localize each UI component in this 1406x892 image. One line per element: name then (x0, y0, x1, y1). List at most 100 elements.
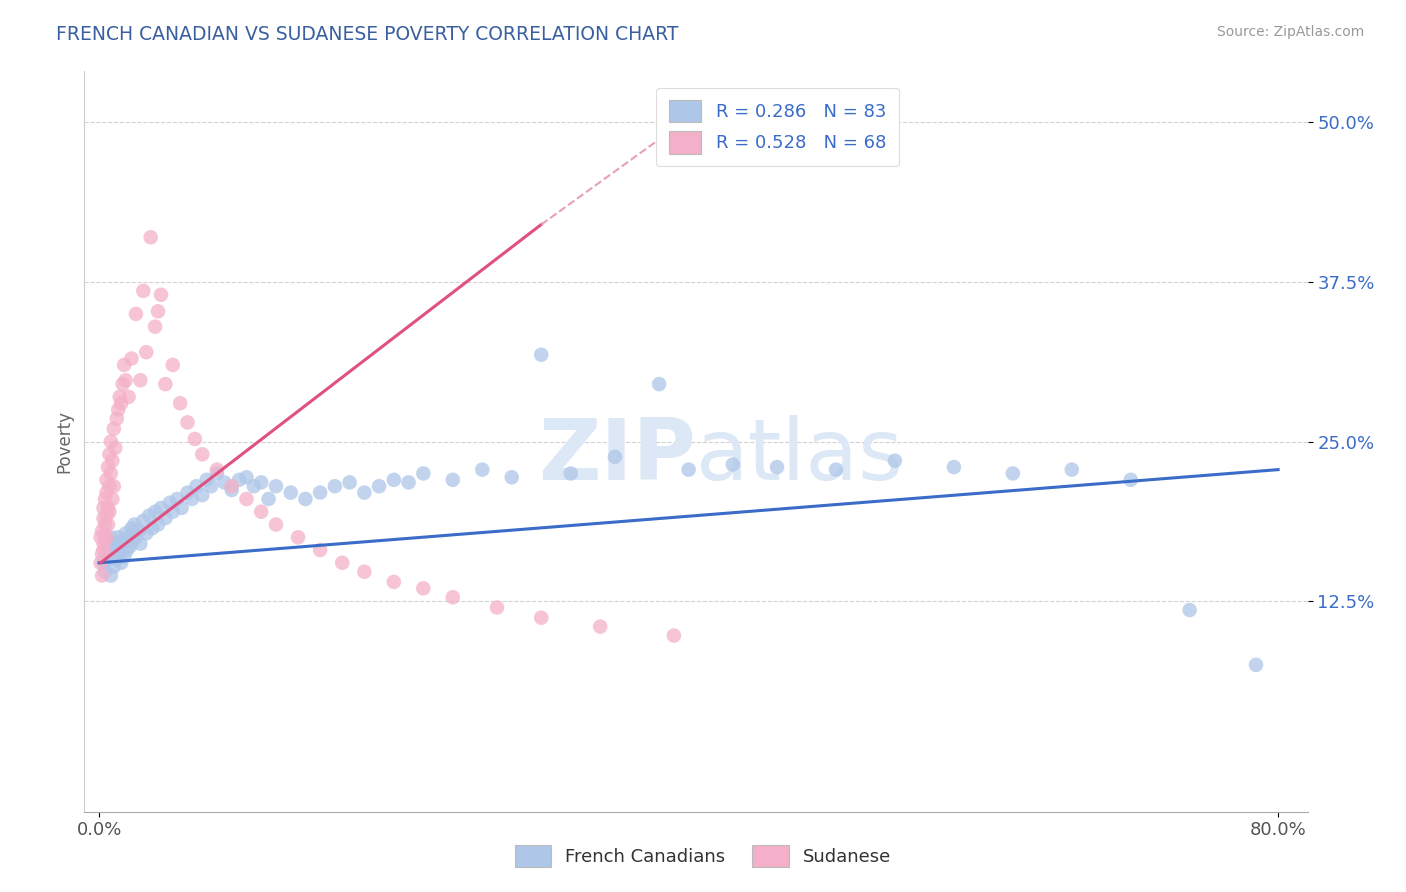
Point (884, 453, 907, 467)
Point (162, 358, 184, 372)
Point (96, 473, 118, 487)
Point (112, 549, 135, 564)
Point (135, 526, 157, 541)
Point (101, 549, 124, 564)
Point (93, 543, 115, 558)
Point (155, 377, 177, 392)
Point (648, 377, 671, 392)
Point (471, 462, 494, 476)
Point (96, 485, 118, 500)
Point (100, 568, 122, 582)
Point (181, 491, 204, 506)
Point (382, 574, 405, 589)
Point (176, 485, 198, 500)
Point (101, 453, 124, 467)
Point (100, 530, 122, 544)
Point (191, 488, 214, 502)
Point (97, 517, 120, 532)
Point (121, 351, 143, 366)
Point (94, 491, 117, 506)
Point (146, 304, 169, 318)
Point (766, 460, 789, 475)
Point (93, 536, 115, 550)
Point (235, 491, 257, 506)
Point (309, 485, 332, 500)
Point (146, 517, 169, 532)
Point (170, 500, 193, 515)
Point (162, 505, 184, 519)
Point (353, 485, 375, 500)
Point (135, 345, 157, 359)
Point (107, 530, 129, 544)
Point (117, 530, 139, 544)
Point (678, 462, 700, 476)
Point (108, 390, 131, 404)
Point (98, 447, 121, 461)
Point (441, 591, 464, 605)
Point (530, 610, 553, 624)
Point (91, 568, 114, 582)
Point (111, 534, 134, 549)
Point (155, 511, 177, 525)
Point (200, 479, 222, 493)
Point (129, 536, 152, 550)
Point (96, 508, 118, 523)
Point (353, 565, 375, 579)
Point (139, 230, 162, 244)
Point (110, 539, 132, 553)
Point (294, 491, 316, 506)
Point (942, 460, 965, 475)
Point (485, 600, 508, 615)
Point (128, 524, 150, 538)
Point (1060, 462, 1083, 476)
Point (132, 514, 155, 528)
Point (104, 441, 127, 455)
Point (103, 543, 125, 558)
Point (250, 475, 273, 490)
Point (91, 547, 114, 561)
Point (169, 396, 191, 410)
Point (330, 556, 353, 570)
Point (122, 534, 145, 549)
Point (235, 470, 257, 484)
Point (111, 377, 134, 392)
Text: atlas: atlas (696, 415, 904, 498)
Point (1001, 467, 1024, 481)
Point (105, 552, 128, 566)
Text: ZIP: ZIP (538, 415, 696, 498)
Point (228, 473, 250, 487)
Legend: French Canadians, Sudanese: French Canadians, Sudanese (508, 838, 898, 874)
Point (98, 479, 121, 493)
Point (129, 373, 152, 387)
Point (94, 565, 117, 579)
Point (250, 505, 273, 519)
Point (90, 556, 112, 570)
Point (124, 517, 146, 532)
Point (530, 348, 553, 362)
Point (1244, 657, 1267, 672)
Point (115, 543, 138, 558)
Point (112, 358, 135, 372)
Point (93, 500, 115, 515)
Point (257, 491, 280, 506)
Point (97, 536, 120, 550)
Point (100, 434, 122, 449)
Point (90, 530, 112, 544)
Point (104, 536, 127, 550)
Point (150, 287, 173, 301)
Point (93, 511, 115, 525)
Point (141, 521, 163, 535)
Point (143, 505, 166, 519)
Point (184, 432, 207, 446)
Point (117, 390, 139, 404)
Point (205, 462, 228, 476)
Point (339, 475, 361, 490)
Point (121, 521, 143, 535)
Point (125, 307, 148, 321)
Point (309, 543, 332, 558)
Point (221, 479, 243, 493)
Point (94, 517, 117, 532)
Point (1178, 603, 1201, 617)
Point (110, 556, 132, 570)
Point (150, 500, 173, 515)
